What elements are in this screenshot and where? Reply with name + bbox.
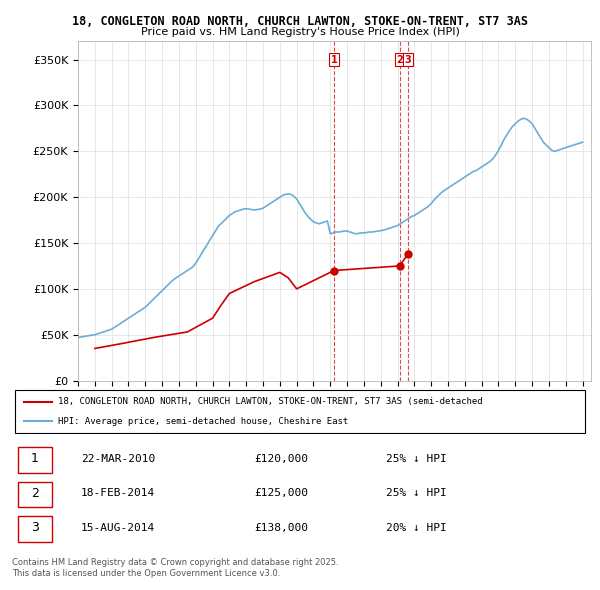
Text: 18, CONGLETON ROAD NORTH, CHURCH LAWTON, STOKE-ON-TRENT, ST7 3AS: 18, CONGLETON ROAD NORTH, CHURCH LAWTON,… <box>72 15 528 28</box>
FancyBboxPatch shape <box>18 482 52 507</box>
Text: 25% ↓ HPI: 25% ↓ HPI <box>386 489 447 499</box>
Text: Contains HM Land Registry data © Crown copyright and database right 2025.: Contains HM Land Registry data © Crown c… <box>12 558 338 566</box>
Text: 20% ↓ HPI: 20% ↓ HPI <box>386 523 447 533</box>
Text: 18-FEB-2014: 18-FEB-2014 <box>81 489 155 499</box>
Text: 18, CONGLETON ROAD NORTH, CHURCH LAWTON, STOKE-ON-TRENT, ST7 3AS (semi-detached: 18, CONGLETON ROAD NORTH, CHURCH LAWTON,… <box>58 397 483 407</box>
Text: 3: 3 <box>404 55 412 65</box>
Text: £138,000: £138,000 <box>254 523 308 533</box>
FancyBboxPatch shape <box>15 391 585 433</box>
Text: This data is licensed under the Open Government Licence v3.0.: This data is licensed under the Open Gov… <box>12 569 280 578</box>
Text: 2: 2 <box>396 55 403 65</box>
Text: £125,000: £125,000 <box>254 489 308 499</box>
Text: 3: 3 <box>31 522 39 535</box>
Text: 1: 1 <box>331 55 337 65</box>
FancyBboxPatch shape <box>18 516 52 542</box>
Text: Price paid vs. HM Land Registry's House Price Index (HPI): Price paid vs. HM Land Registry's House … <box>140 27 460 37</box>
Text: £120,000: £120,000 <box>254 454 308 464</box>
FancyBboxPatch shape <box>18 447 52 473</box>
Text: 1: 1 <box>31 453 39 466</box>
Text: HPI: Average price, semi-detached house, Cheshire East: HPI: Average price, semi-detached house,… <box>58 417 349 426</box>
Text: 25% ↓ HPI: 25% ↓ HPI <box>386 454 447 464</box>
Text: 15-AUG-2014: 15-AUG-2014 <box>81 523 155 533</box>
Text: 22-MAR-2010: 22-MAR-2010 <box>81 454 155 464</box>
Text: 2: 2 <box>31 487 39 500</box>
